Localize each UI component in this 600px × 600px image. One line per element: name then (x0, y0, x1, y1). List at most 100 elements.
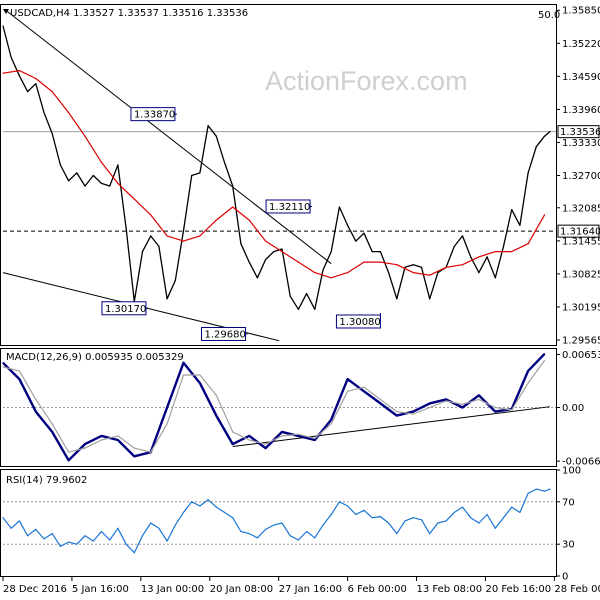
data-point (248, 219, 250, 221)
data-point (281, 251, 283, 253)
data-point (412, 271, 414, 274)
data-point (174, 279, 176, 282)
data-point (248, 533, 250, 535)
data-point (478, 256, 480, 258)
data-point (109, 539, 111, 541)
data-point (412, 410, 414, 413)
data-point (10, 56, 12, 59)
data-point (117, 182, 119, 184)
price-panel-title: USDCAD,H4 1.33527 1.33537 1.33516 1.3353… (10, 8, 248, 19)
data-point (511, 506, 513, 508)
collapse-triangle-icon[interactable] (3, 9, 9, 14)
data-point (535, 488, 537, 490)
data-point (2, 72, 4, 74)
series-line-signal (2, 360, 545, 453)
data-point (256, 537, 258, 539)
data-point (18, 370, 21, 372)
data-point (314, 537, 316, 539)
data-point (363, 509, 365, 511)
data-point (84, 443, 86, 445)
data-point (412, 517, 414, 519)
y-tick-label: 70 (562, 497, 575, 508)
data-point (527, 370, 529, 372)
data-point (76, 543, 78, 545)
data-point (35, 398, 37, 400)
rsi-panel-frame (0, 469, 557, 577)
data-point (273, 251, 275, 253)
data-point (2, 366, 4, 368)
data-point (207, 499, 209, 501)
x-tick-label: 13 Feb 08:00 (417, 584, 483, 595)
macd-panel-title: MACD(12,26,9) 0.005935 0.005329 (6, 352, 184, 363)
data-point (43, 538, 45, 540)
data-point (347, 390, 349, 392)
data-point (297, 539, 299, 541)
data-point (35, 410, 37, 413)
data-point (429, 402, 431, 405)
data-point (453, 245, 455, 247)
data-point (363, 261, 365, 263)
data-point (297, 435, 299, 437)
data-point (182, 230, 185, 232)
data-point (461, 235, 464, 237)
data-point (494, 527, 496, 529)
data-point (232, 206, 234, 208)
x-tick-label: 28 Dec 2016 (3, 584, 67, 595)
data-point (363, 390, 365, 392)
axis-value-label: 1.33536 (560, 127, 600, 138)
data-point (125, 227, 127, 229)
data-point (494, 277, 496, 279)
data-point (18, 69, 21, 72)
data-point (396, 410, 398, 413)
y-tick-label: 1.35220 (562, 39, 600, 50)
data-point (199, 382, 201, 384)
data-point (150, 522, 152, 524)
price-label: 1.30170 (105, 304, 146, 315)
data-point (35, 83, 37, 85)
data-point (248, 435, 250, 437)
data-point (150, 214, 152, 216)
data-point (379, 261, 382, 263)
data-point (289, 295, 291, 297)
data-point (68, 111, 70, 114)
data-point (470, 256, 472, 258)
data-point (379, 398, 382, 400)
data-point (437, 522, 439, 524)
data-point (371, 251, 373, 253)
data-point (68, 451, 70, 453)
data-point (264, 240, 267, 242)
data-point (125, 543, 127, 545)
x-tick-label: 27 Jan 16:00 (279, 584, 342, 595)
data-point (43, 111, 45, 114)
data-point (215, 506, 217, 508)
data-point (535, 146, 537, 148)
data-point (92, 174, 94, 177)
data-point (404, 520, 406, 522)
data-point (543, 359, 546, 361)
data-point (437, 271, 439, 274)
data-point (264, 528, 267, 530)
y-tick-label: 0 (562, 572, 568, 583)
data-point (549, 130, 551, 133)
data-point (68, 459, 70, 461)
data-point (412, 264, 414, 266)
data-point (388, 271, 390, 274)
data-point (51, 90, 53, 93)
data-point (429, 298, 431, 300)
data-point (396, 415, 398, 417)
data-point (18, 520, 21, 522)
data-point (379, 402, 382, 405)
data-point (182, 240, 185, 242)
data-point (338, 501, 341, 503)
trendline (5, 9, 332, 265)
data-point (322, 269, 324, 271)
data-point (461, 406, 464, 409)
rsi-panel-title: RSI(14) 79.9602 (6, 475, 87, 486)
data-point (51, 533, 53, 535)
data-point (223, 511, 226, 513)
data-point (355, 513, 357, 516)
data-point (141, 251, 144, 253)
data-point (281, 522, 283, 524)
data-point (502, 517, 505, 519)
data-point (330, 513, 332, 516)
